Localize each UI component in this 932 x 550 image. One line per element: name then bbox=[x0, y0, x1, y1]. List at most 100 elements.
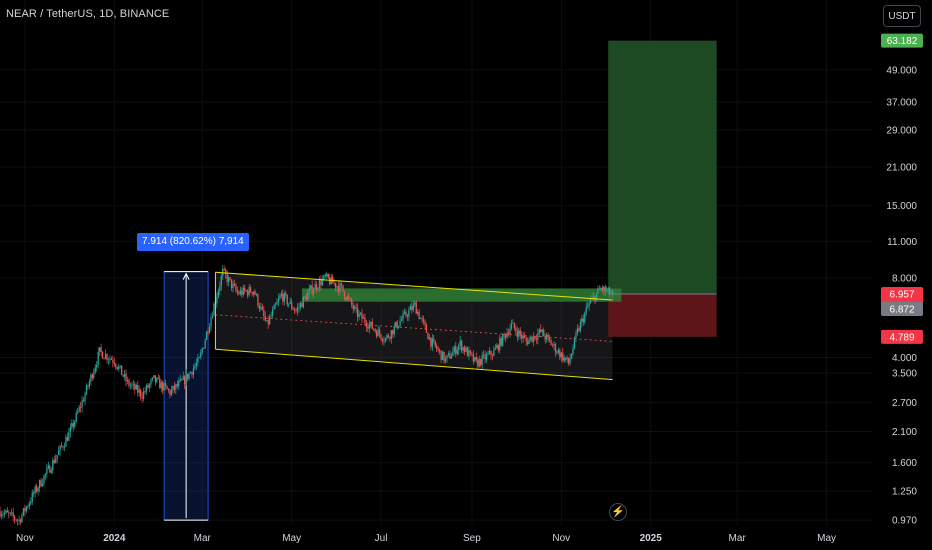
candle-body bbox=[3, 512, 6, 515]
candle-body bbox=[491, 355, 494, 356]
candle-body bbox=[170, 389, 173, 396]
candle-body bbox=[377, 329, 379, 337]
candle-body bbox=[343, 291, 346, 298]
price-tick-label: 37.000 bbox=[886, 98, 917, 109]
candle-body bbox=[251, 292, 253, 294]
candle-body bbox=[295, 310, 297, 312]
candle-body bbox=[132, 383, 135, 385]
candle-body bbox=[244, 287, 246, 291]
candle-body bbox=[541, 329, 543, 332]
candle-body bbox=[562, 352, 564, 361]
candle-body bbox=[487, 353, 489, 355]
candle-body bbox=[34, 486, 36, 494]
price-tick-label: 11.000 bbox=[887, 237, 917, 248]
candle-body bbox=[220, 275, 222, 286]
symbol-title[interactable]: NEAR / TetherUS, 1D, BINANCE bbox=[6, 8, 170, 20]
candle-body bbox=[65, 437, 67, 447]
candle-body bbox=[607, 287, 609, 291]
chart-overlays bbox=[214, 271, 717, 381]
candle-body bbox=[474, 357, 476, 362]
candle-body bbox=[179, 379, 181, 382]
candle-body bbox=[72, 423, 74, 427]
candle-body bbox=[18, 519, 20, 521]
candle-body bbox=[578, 328, 580, 331]
candle-body bbox=[195, 363, 198, 367]
candle-body bbox=[68, 432, 70, 441]
candle-body bbox=[543, 329, 545, 337]
candle-body bbox=[400, 319, 403, 321]
candle-body bbox=[178, 381, 180, 387]
candle-body bbox=[548, 337, 551, 341]
candle-body bbox=[531, 336, 533, 342]
price-tick-label: 2.100 bbox=[892, 427, 917, 438]
candle-body bbox=[509, 328, 511, 335]
candle-body bbox=[304, 296, 306, 298]
candle-body bbox=[581, 318, 583, 323]
candle-body bbox=[112, 359, 114, 363]
candle-body bbox=[609, 287, 611, 295]
candle-body bbox=[566, 357, 568, 360]
candle-body bbox=[9, 512, 11, 514]
candle-body bbox=[334, 283, 337, 288]
candle-body bbox=[235, 285, 237, 291]
candle-body bbox=[128, 380, 130, 386]
candle-body bbox=[345, 297, 347, 300]
candle-body bbox=[518, 330, 520, 337]
candle-body bbox=[283, 293, 285, 302]
candle-body bbox=[99, 347, 101, 352]
candle-body bbox=[88, 381, 91, 387]
candle-body bbox=[521, 334, 523, 339]
candle-body bbox=[270, 315, 272, 317]
candle-body bbox=[19, 519, 22, 523]
candle-body bbox=[219, 285, 221, 291]
candle-body bbox=[446, 355, 448, 359]
price-axis[interactable]: 49.000 37.000 29.000 21.000 15.000 11.000 8.00… bbox=[886, 65, 917, 526]
candle-body bbox=[56, 455, 58, 459]
currency-button[interactable]: USDT bbox=[883, 5, 921, 27]
candle-body bbox=[500, 338, 502, 346]
candle-body bbox=[444, 358, 447, 362]
current-price-badge: 6.957 bbox=[889, 289, 914, 300]
candle-body bbox=[428, 337, 431, 340]
candle-body bbox=[282, 293, 284, 302]
candle-body bbox=[185, 373, 187, 385]
channel-mid-line bbox=[215, 314, 613, 342]
candle-body bbox=[373, 328, 375, 330]
candle-body bbox=[226, 274, 228, 283]
candle-body bbox=[197, 357, 199, 364]
candle-body bbox=[205, 331, 208, 340]
candle-body bbox=[563, 357, 565, 361]
candle-body bbox=[378, 329, 381, 335]
candle-body bbox=[465, 347, 467, 352]
candle-body bbox=[482, 354, 485, 356]
candle-body bbox=[285, 293, 287, 296]
candle-body bbox=[502, 333, 504, 346]
lightning-icon[interactable]: ⚡ bbox=[609, 503, 627, 521]
time-axis[interactable]: Nov 2024 Mar May Jul Sep Nov 2025 Mar May bbox=[16, 533, 836, 544]
candle-body bbox=[414, 302, 416, 305]
candle-body bbox=[458, 345, 460, 350]
candle-body bbox=[50, 470, 52, 473]
candle-body bbox=[522, 336, 524, 339]
candle-body bbox=[135, 385, 137, 390]
candle-body bbox=[370, 321, 372, 325]
candle-body bbox=[43, 475, 45, 484]
candle-body bbox=[38, 480, 41, 489]
candle-body bbox=[386, 335, 388, 339]
candle-body bbox=[600, 287, 602, 290]
candle-body bbox=[397, 325, 400, 329]
candle-body bbox=[201, 348, 203, 353]
candle-body bbox=[478, 358, 480, 367]
candle-body bbox=[497, 345, 499, 351]
candle-body bbox=[276, 302, 278, 305]
candle-body bbox=[384, 338, 387, 341]
price-tick-label: 29.000 bbox=[886, 126, 917, 137]
candle-body bbox=[97, 351, 99, 365]
resistance-zone bbox=[301, 288, 622, 302]
candle-body bbox=[49, 465, 51, 473]
candle-body bbox=[419, 318, 422, 319]
candle-body bbox=[296, 307, 299, 311]
candle-body bbox=[525, 337, 527, 342]
candle-body bbox=[339, 283, 341, 292]
